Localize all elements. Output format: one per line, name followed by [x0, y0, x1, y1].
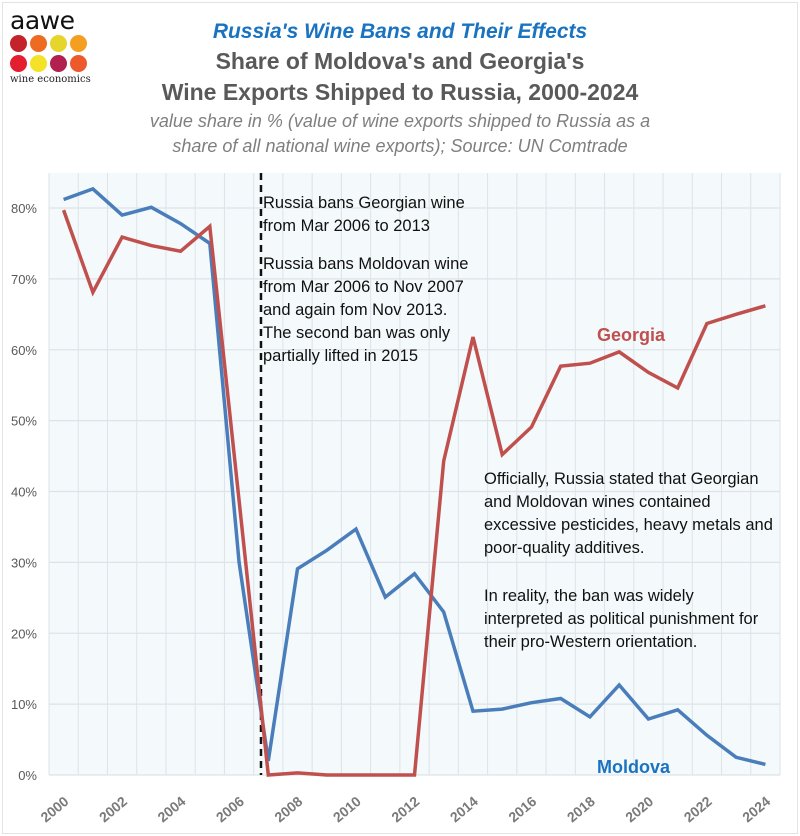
y-tick-label: 30%	[11, 555, 37, 570]
series-label-georgia: Georgia	[597, 325, 666, 345]
annotation-line: excessive pesticides, heavy metals and	[484, 516, 773, 534]
x-tick-label: 2000	[37, 793, 71, 825]
x-tick-label: 2018	[564, 793, 598, 825]
annotation-line: Russia bans Moldovan wine	[263, 255, 469, 273]
logo-dot	[70, 55, 87, 72]
annotation-official-reason: Officially, Russia stated that Georgian …	[484, 468, 773, 560]
logo-subtitle: wine economics	[10, 74, 91, 85]
y-tick-label: 0%	[18, 768, 37, 783]
annotation-line: and again fom Nov 2013.	[263, 301, 448, 319]
series-label-moldova: Moldova	[597, 757, 671, 777]
annotation-line: partially lifted in 2015	[263, 347, 419, 365]
x-tick-label: 2022	[681, 793, 715, 825]
annotation-line: Officially, Russia stated that Georgian	[484, 470, 759, 488]
x-tick-label: 2002	[96, 793, 130, 825]
annotation-reality: In reality, the ban was widely interpret…	[484, 585, 758, 654]
series-line-georgia	[61, 209, 766, 777]
annotation-line: their pro-Western orientation.	[484, 633, 698, 651]
x-tick-label: 2020	[622, 793, 656, 825]
annotation-moldova-ban: Russia bans Moldovan wine from Mar 2006 …	[263, 253, 468, 368]
annotation-line: In reality, the ban was widely	[484, 587, 694, 605]
aawe-logo: aawe wine economics	[10, 6, 100, 85]
logo-wordmark: aawe	[10, 6, 75, 35]
plot-area	[49, 173, 780, 775]
logo-dot	[10, 55, 27, 72]
logo-dot	[30, 55, 47, 72]
chart-note-2: share of all national wine exports); Sou…	[172, 136, 628, 156]
annotation-line: from Mar 2006 to 2013	[263, 217, 430, 235]
annotation-georgia-ban: Russia bans Georgian wine from Mar 2006 …	[263, 192, 465, 238]
chart-title: Russia's Wine Bans and Their Effects	[212, 20, 588, 43]
chart-header: Russia's Wine Bans and Their Effects Sha…	[0, 18, 800, 158]
y-tick-label: 40%	[11, 485, 37, 500]
logo-dot	[10, 35, 27, 52]
logo-dot	[50, 55, 67, 72]
x-tick-label: 2016	[505, 793, 539, 825]
annotation-line: from Mar 2006 to Nov 2007	[263, 278, 464, 296]
y-tick-label: 60%	[11, 343, 37, 358]
annotation-line: interpreted as political punishment for	[484, 610, 759, 628]
annotation-line: Russia bans Georgian wine	[263, 194, 465, 212]
y-tick-label: 50%	[11, 414, 37, 429]
x-tick-label: 2004	[154, 793, 188, 825]
y-tick-label: 20%	[11, 626, 37, 641]
logo-dot	[50, 35, 67, 52]
x-tick-label: 2012	[388, 793, 422, 825]
annotation-line: and Moldovan wines contained	[484, 493, 711, 511]
series-line-moldova	[63, 186, 766, 767]
chart-subtitle-1: Share of Moldova's and Georgia's	[215, 48, 585, 74]
y-tick-label: 70%	[11, 272, 37, 287]
y-tick-label: 10%	[11, 697, 37, 712]
annotation-line: The second ban was only	[263, 324, 451, 342]
logo-dots	[10, 35, 100, 72]
chart-note-1: value share in % (value of wine exports …	[149, 111, 651, 131]
annotation-line: poor-quality additives.	[484, 539, 645, 557]
x-tick-label: 2014	[447, 793, 481, 825]
chart-subtitle-2: Wine Exports Shipped to Russia, 2000-202…	[161, 79, 639, 105]
logo-dot	[70, 35, 87, 52]
x-tick-label: 2008	[271, 793, 305, 825]
x-tick-label: 2010	[330, 793, 364, 825]
x-tick-label: 2024	[739, 793, 773, 825]
y-tick-label: 80%	[11, 201, 37, 216]
logo-dot	[30, 35, 47, 52]
x-tick-label: 2006	[213, 793, 247, 825]
